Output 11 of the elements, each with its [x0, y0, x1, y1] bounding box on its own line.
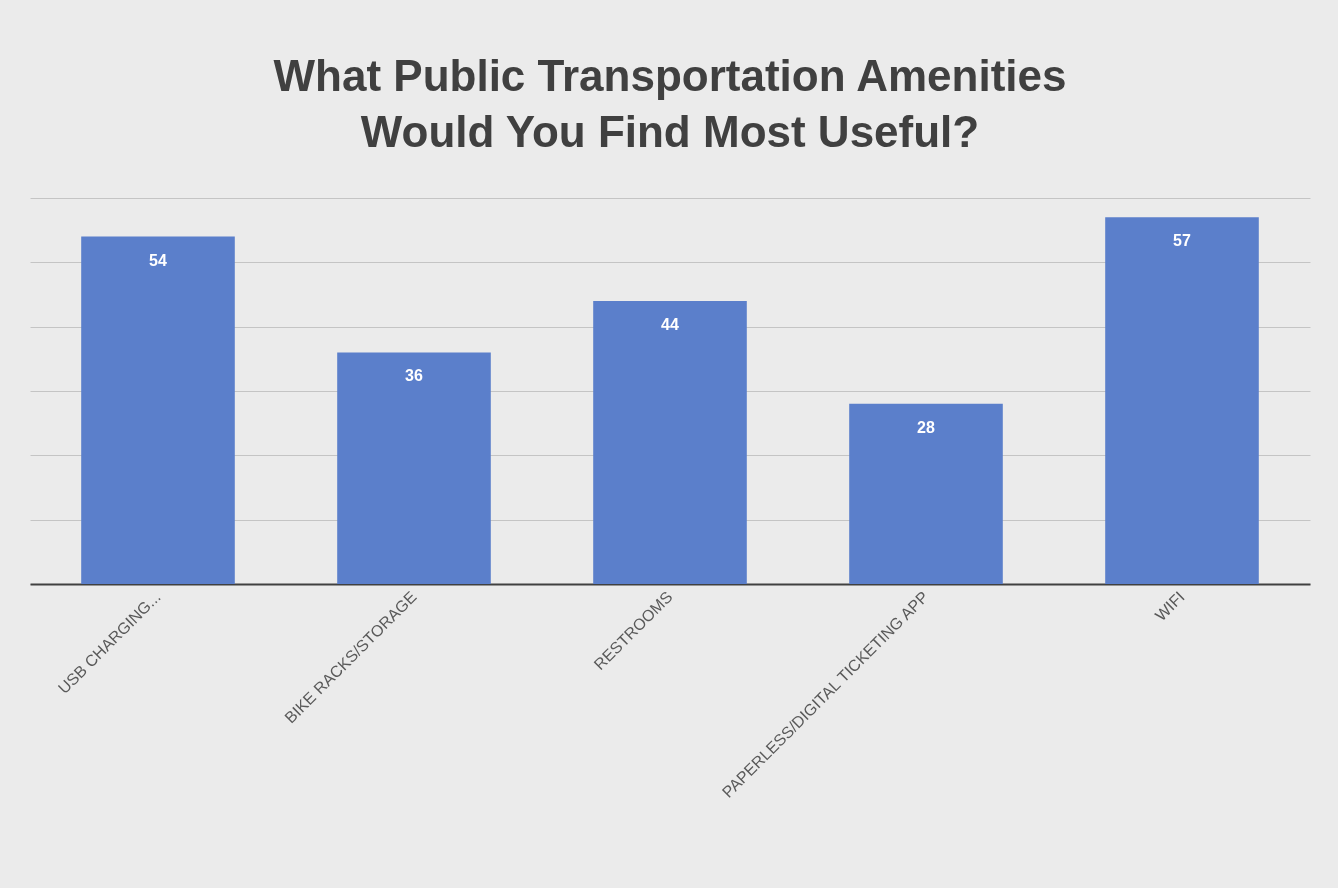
data-label: 28	[917, 418, 935, 436]
data-label: 36	[405, 367, 423, 385]
data-label: 44	[661, 315, 679, 333]
data-label: 54	[149, 251, 167, 269]
bar	[81, 236, 235, 584]
chart-title: What Public Transportation Amenities Would You Find Most Useful?	[273, 51, 1067, 156]
data-label: 57	[1173, 232, 1191, 250]
bar	[849, 403, 1003, 584]
bar	[593, 300, 747, 584]
bar	[1105, 217, 1259, 584]
bar	[337, 352, 491, 584]
